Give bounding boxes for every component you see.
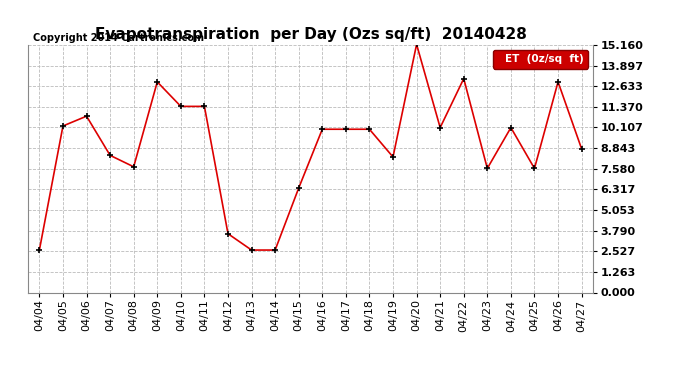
Text: Copyright 2014 Cartronics.com: Copyright 2014 Cartronics.com [33,33,204,42]
Legend: ET  (0z/sq  ft): ET (0z/sq ft) [493,50,588,69]
Title: Evapotranspiration  per Day (Ozs sq/ft)  20140428: Evapotranspiration per Day (Ozs sq/ft) 2… [95,27,526,42]
